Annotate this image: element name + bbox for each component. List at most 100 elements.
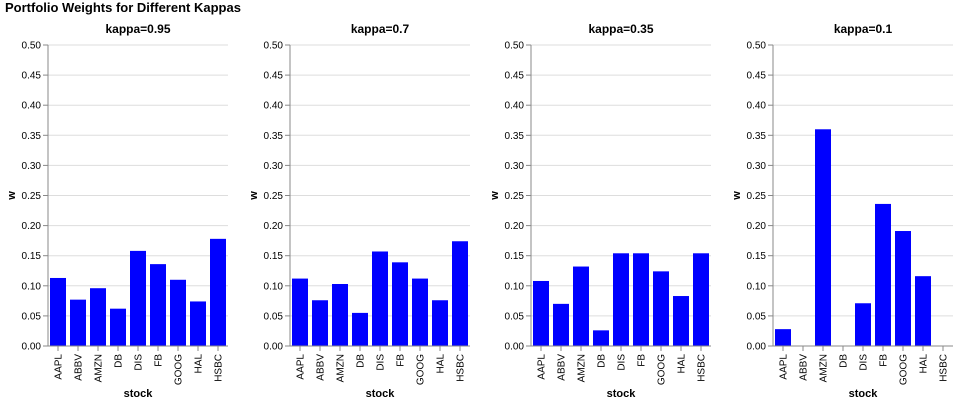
x-tick-label: ABBV [557,354,568,381]
bar-fb [392,262,408,346]
x-tick-label: GOOG [899,354,910,385]
y-tick-label: 0.35 [22,131,42,142]
y-tick-label: 0.45 [22,71,42,82]
y-tick-label: 0.45 [505,71,525,82]
x-tick-label: DB [597,354,608,368]
y-tick-label: 0.35 [747,131,767,142]
y-axis-title: w [6,191,18,201]
bar-goog [653,271,669,346]
bar-hsbc [210,238,226,346]
panel-title: kappa=0.7 [351,22,410,36]
y-tick-label: 0.10 [22,281,42,292]
y-tick-label: 0.10 [505,281,525,292]
panel-title: kappa=0.35 [588,22,653,36]
x-tick-label: HAL [677,354,688,374]
y-tick-label: 0.05 [264,311,284,322]
y-axis-title: w [731,191,743,201]
x-tick-label: ABBV [799,354,810,381]
x-tick-label: AMZN [819,354,830,382]
x-tick-label: HSBC [939,354,950,382]
panel-3: kappa=0.35 0.00 0.05 0.10 0.15 0.20 0.25 0.30 0.… [489,22,711,400]
bar-goog [170,279,186,346]
bar-fb [150,264,166,346]
bar-abbv [312,300,328,346]
x-tick-label: AMZN [577,354,588,382]
x-tick-label: ABBV [316,354,327,381]
bar-db [593,330,609,346]
y-tick-label: 0.35 [264,131,284,142]
x-axis-title: stock [849,388,879,400]
panel-1: kappa=0.95 0.00 0.05 0.10 0.15 0.20 0.25 0.30 0.… [6,22,228,400]
x-tick-label: GOOG [416,354,427,385]
bar-aapl [533,280,549,346]
bar-abbv [553,303,569,346]
bar-abbv [70,299,86,346]
y-tick-label: 0.10 [264,281,284,292]
bar-hal [915,276,931,346]
y-tick-label: 0.15 [747,251,767,262]
bar-hal [673,296,689,346]
y-tick-label: 0.50 [22,41,42,52]
x-tick-label: AMZN [94,354,105,382]
y-tick-label: 0.40 [747,101,767,112]
bar-dis [613,253,629,346]
y-tick-label: 0.00 [22,342,42,353]
y-tick-label: 0.25 [22,191,42,202]
y-tick-label: 0.05 [22,311,42,322]
x-tick-label: DIS [617,354,628,371]
panel-4: kappa=0.1 0.00 0.05 0.10 0.15 0.20 0.25 0.30 0.3… [731,22,953,400]
x-tick-label: HSBC [456,354,467,382]
x-tick-label: HAL [194,354,205,374]
y-axis-title: w [248,191,260,201]
bar-hsbc [452,241,468,346]
y-tick-label: 0.50 [747,41,767,52]
y-tick-label: 0.30 [22,161,42,172]
panel-2: kappa=0.7 0.00 0.05 0.10 0.15 0.20 0.25 0.30 0.3… [248,22,470,400]
y-tick-label: 0.30 [264,161,284,172]
bar-goog [895,231,911,346]
y-axis-title: w [489,191,501,201]
bar-goog [412,278,428,346]
x-tick-label: DB [839,354,850,368]
x-axis-title: stock [366,388,396,400]
bar-aapl [775,329,791,346]
x-tick-label: AAPL [54,354,65,380]
bar-fb [875,203,891,346]
x-tick-label: AAPL [296,354,307,380]
y-tick-label: 0.30 [505,161,525,172]
x-tick-label: DB [114,354,125,368]
x-tick-label: ABBV [74,354,85,381]
x-tick-label: HSBC [214,354,225,382]
y-tick-label: 0.40 [264,101,284,112]
x-tick-label: DB [356,354,367,368]
x-tick-label: DIS [376,354,387,371]
x-tick-label: GOOG [657,354,668,385]
y-tick-label: 0.45 [264,71,284,82]
y-tick-label: 0.20 [505,221,525,232]
y-tick-label: 0.00 [505,342,525,353]
y-tick-label: 0.05 [505,311,525,322]
y-tick-label: 0.45 [747,71,767,82]
bar-hal [190,301,206,346]
x-axis-title: stock [607,388,637,400]
x-tick-label: AAPL [779,354,790,380]
x-tick-label: GOOG [174,354,185,385]
y-tick-label: 0.15 [264,251,284,262]
y-tick-label: 0.20 [747,221,767,232]
panel-title: kappa=0.1 [834,22,893,36]
y-tick-label: 0.50 [505,41,525,52]
bar-dis [855,303,871,346]
x-tick-label: HAL [919,354,930,374]
y-tick-label: 0.10 [747,281,767,292]
bar-db [110,308,126,346]
y-tick-label: 0.20 [264,221,284,232]
bar-hal [432,300,448,346]
x-tick-label: AMZN [336,354,347,382]
x-tick-label: DIS [859,354,870,371]
y-tick-label: 0.00 [264,342,284,353]
x-tick-label: FB [154,354,165,367]
y-tick-label: 0.20 [22,221,42,232]
x-tick-label: DIS [134,354,145,371]
y-tick-label: 0.25 [264,191,284,202]
